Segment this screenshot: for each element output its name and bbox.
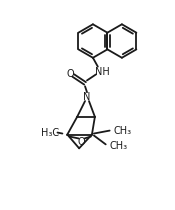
- Text: H₃C: H₃C: [41, 127, 59, 138]
- Text: NH: NH: [95, 67, 110, 76]
- Text: CH₃: CH₃: [110, 141, 128, 151]
- Text: N: N: [83, 92, 91, 102]
- Text: O: O: [66, 70, 74, 80]
- Text: CH₃: CH₃: [114, 126, 132, 136]
- Text: O: O: [78, 137, 85, 147]
